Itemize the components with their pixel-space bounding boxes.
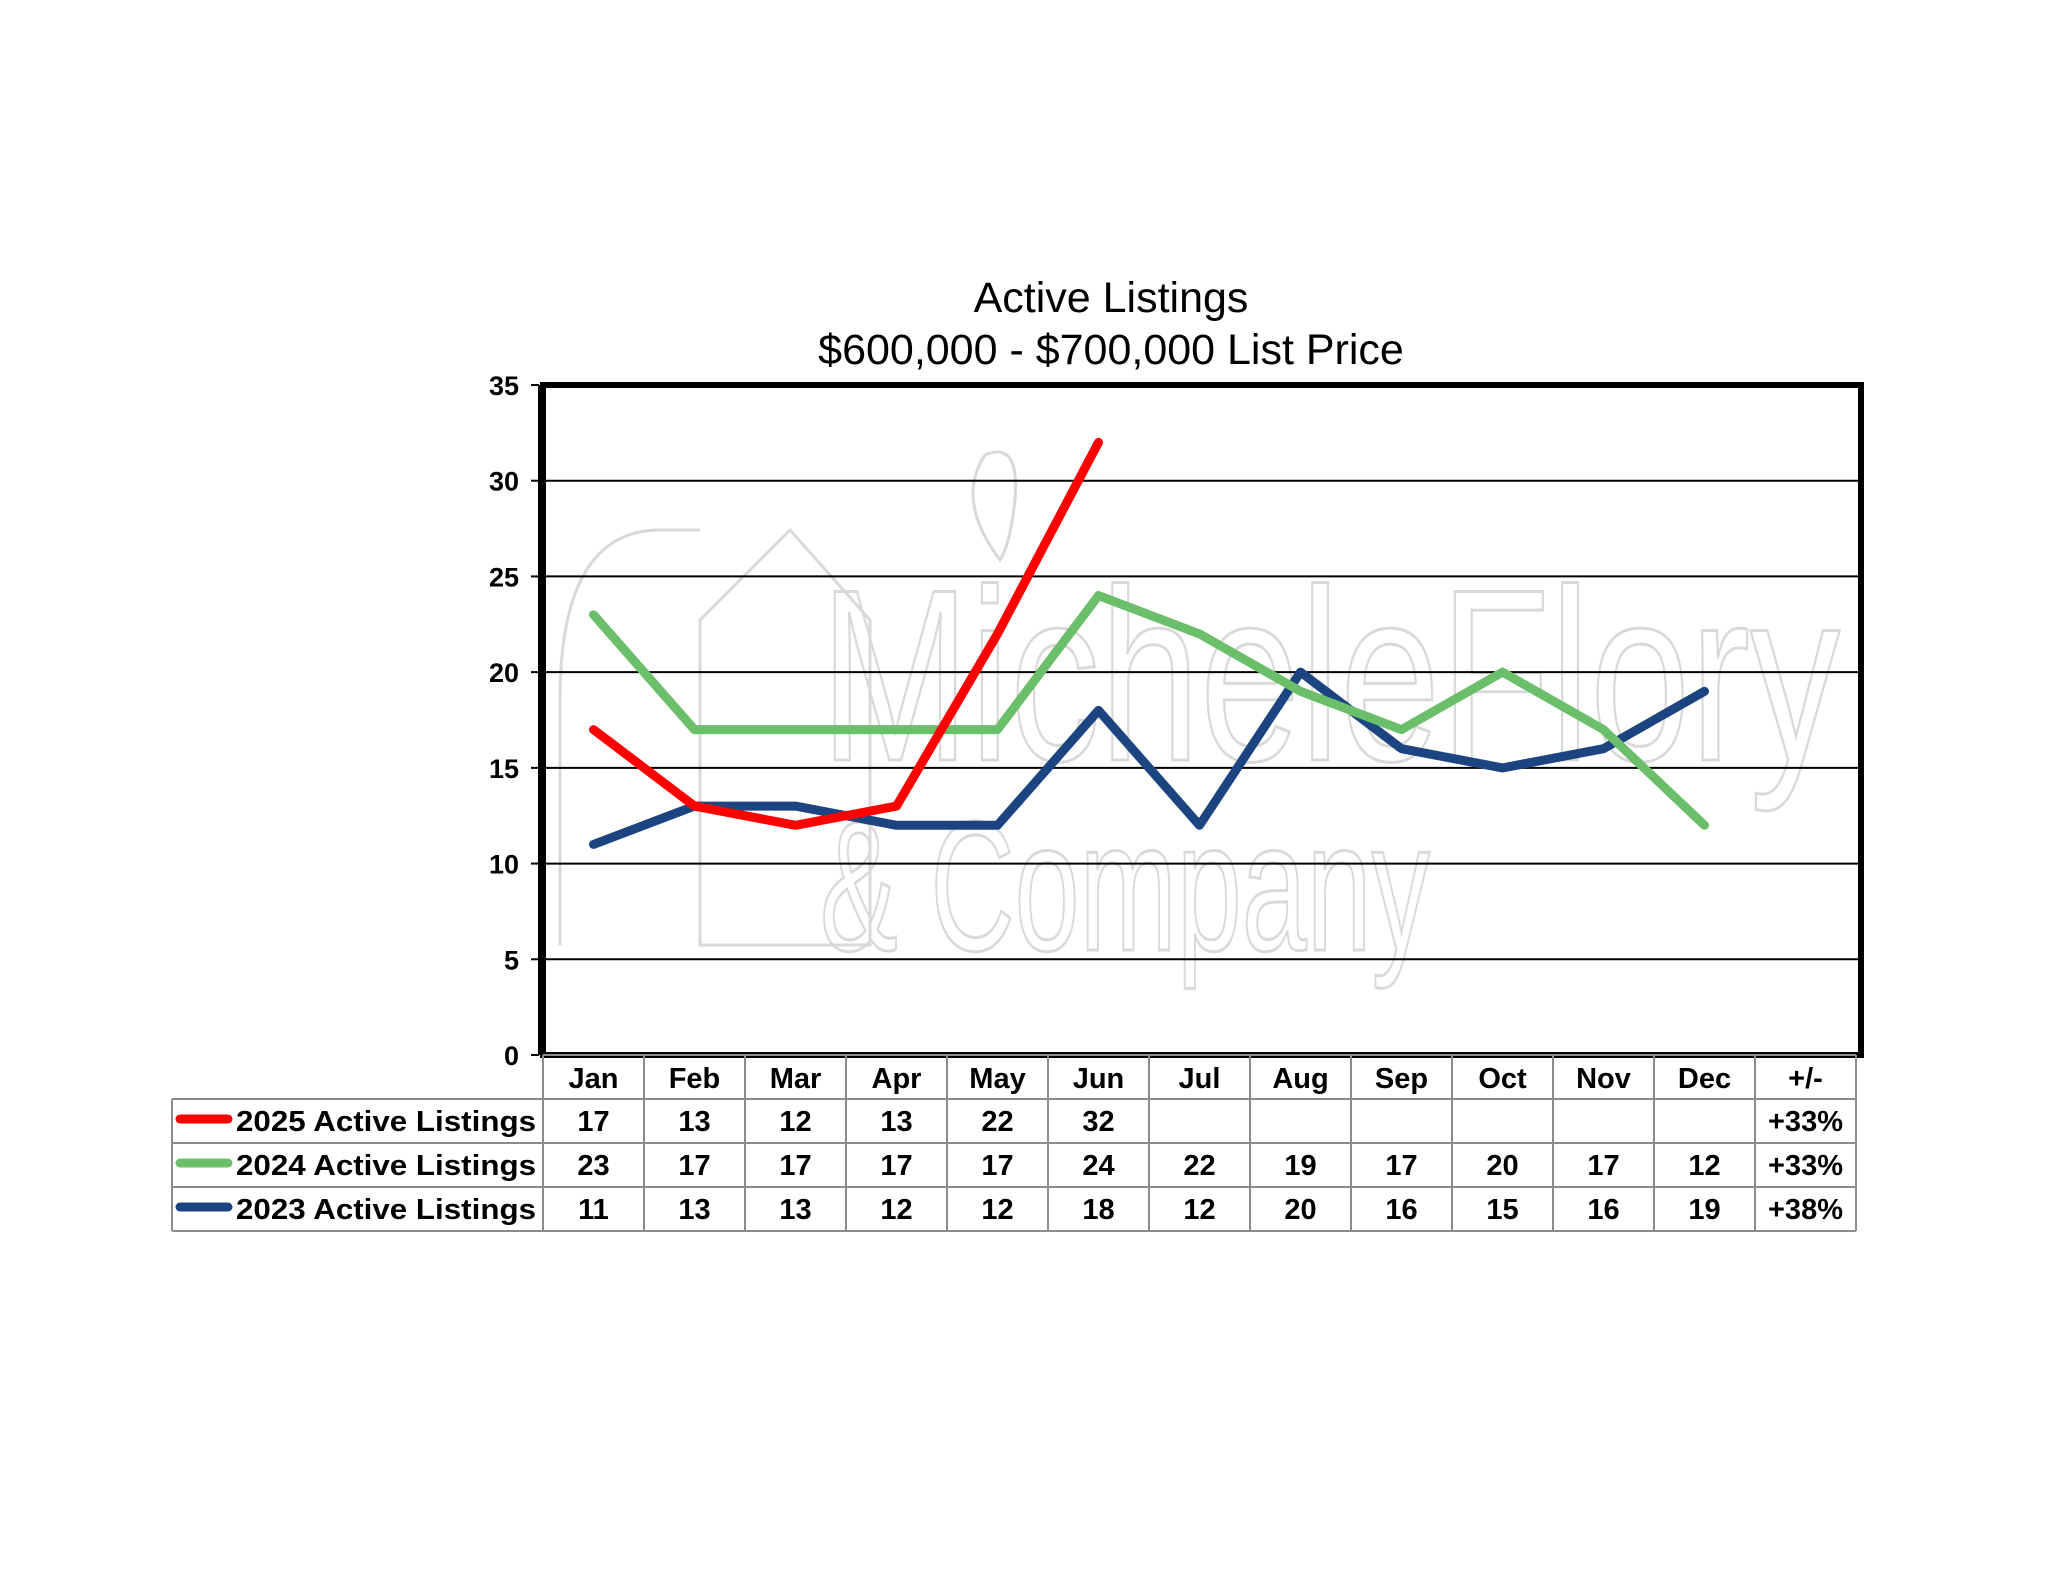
y-tick-label: 30 xyxy=(489,467,519,497)
watermark-line-2: & Company xyxy=(820,784,1430,990)
y-tick-label: 25 xyxy=(489,562,519,592)
data-label: 20 xyxy=(1486,1150,1518,1182)
y-tick-label: 0 xyxy=(504,1041,519,1071)
data-label: 17 xyxy=(678,1150,710,1182)
x-tick-label: Sep xyxy=(1375,1063,1428,1095)
series-line-2 xyxy=(589,667,1709,849)
x-tick-label: Mar xyxy=(770,1063,822,1095)
data-label: 22 xyxy=(981,1106,1013,1138)
change-value: +33% xyxy=(1768,1106,1843,1138)
data-label: 12 xyxy=(1183,1194,1215,1226)
change-header: +/- xyxy=(1788,1063,1823,1095)
data-label: 17 xyxy=(981,1150,1013,1182)
data-label: 19 xyxy=(1284,1150,1316,1182)
legend-label: 2023 Active Listings xyxy=(236,1194,536,1226)
x-tick-label: May xyxy=(969,1063,1025,1095)
x-tick-label: Oct xyxy=(1478,1063,1527,1095)
y-tick-label: 35 xyxy=(489,371,519,401)
x-tick-label: Aug xyxy=(1272,1063,1328,1095)
data-label: 11 xyxy=(578,1194,609,1226)
data-label: 17 xyxy=(880,1150,912,1182)
data-label: 16 xyxy=(1385,1194,1417,1226)
x-tick-label: Feb xyxy=(669,1063,721,1095)
y-tick-label: 10 xyxy=(489,850,519,880)
data-label: 17 xyxy=(577,1106,609,1138)
data-label: 17 xyxy=(779,1150,811,1182)
y-axis: 0 5 10 15 20 25 30 35 xyxy=(489,371,540,1071)
data-label: 23 xyxy=(577,1150,609,1182)
data-label: 22 xyxy=(1183,1150,1215,1182)
data-label: 13 xyxy=(678,1194,710,1226)
x-tick-label: Jul xyxy=(1179,1063,1221,1095)
chart-title: Active Listings xyxy=(974,274,1249,322)
x-tick-label: Dec xyxy=(1678,1063,1731,1095)
data-label: 12 xyxy=(981,1194,1013,1226)
data-label: 18 xyxy=(1082,1194,1114,1226)
data-label: 32 xyxy=(1082,1106,1114,1138)
data-label: 17 xyxy=(1587,1150,1619,1182)
data-label: 13 xyxy=(880,1106,912,1138)
chart-subtitle: $600,000 - $700,000 List Price xyxy=(818,326,1404,374)
y-tick-label: 5 xyxy=(504,945,519,975)
data-label: 12 xyxy=(779,1106,811,1138)
legend-label: 2024 Active Listings xyxy=(236,1150,536,1182)
gridlines xyxy=(543,479,1861,961)
x-tick-label: Jun xyxy=(1073,1063,1125,1095)
data-label: 19 xyxy=(1688,1194,1720,1226)
data-label: 24 xyxy=(1082,1150,1114,1182)
data-label: 12 xyxy=(880,1194,912,1226)
series-lines xyxy=(589,437,1709,849)
data-label: 16 xyxy=(1587,1194,1619,1226)
data-label: 17 xyxy=(1385,1150,1417,1182)
data-label: 15 xyxy=(1486,1194,1518,1226)
x-tick-label: Apr xyxy=(872,1063,922,1095)
series-line-1 xyxy=(589,591,1709,830)
y-tick-label: 15 xyxy=(489,754,519,784)
data-label: 13 xyxy=(779,1194,811,1226)
x-tick-label: Nov xyxy=(1576,1063,1631,1095)
data-label: 12 xyxy=(1688,1150,1720,1182)
watermark-leaf-icon xyxy=(971,450,1018,563)
data-label: 20 xyxy=(1284,1194,1316,1226)
series-line-0 xyxy=(589,437,1103,830)
data-label: 13 xyxy=(678,1106,710,1138)
y-tick-label: 20 xyxy=(489,658,519,688)
x-tick-label: Jan xyxy=(569,1063,619,1095)
change-value: +33% xyxy=(1768,1150,1843,1182)
change-value: +38% xyxy=(1768,1194,1843,1226)
legend-label: 2025 Active Listings xyxy=(236,1106,536,1138)
data-table: Jan Feb Mar Apr May Jun Jul Aug Sep Oct Nov Dec +/- 2… xyxy=(171,1054,1857,1232)
